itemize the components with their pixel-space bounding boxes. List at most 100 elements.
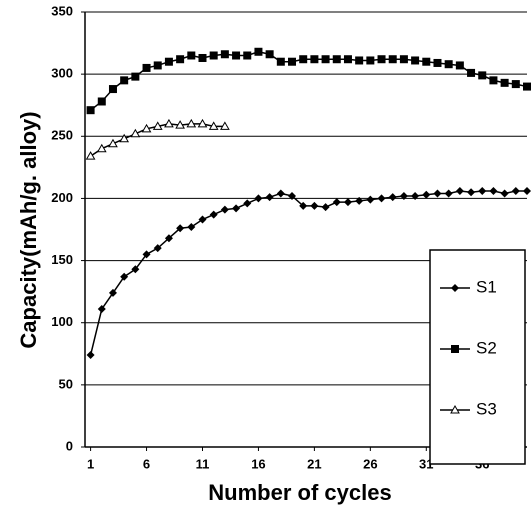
legend-marker (451, 345, 459, 353)
marker (141, 123, 152, 133)
marker (142, 63, 151, 72)
marker (153, 61, 162, 70)
legend-marker (451, 284, 459, 292)
marker (321, 55, 330, 64)
legend-box (429, 249, 526, 465)
marker (175, 120, 185, 129)
marker (276, 57, 285, 66)
marker (254, 47, 263, 56)
marker (108, 138, 118, 148)
y-axis-label: Capacity(mAh/g. alloy) (16, 111, 41, 348)
y-tick-label: 0 (66, 438, 73, 453)
marker (433, 189, 442, 198)
marker (523, 82, 531, 91)
y-tick-label: 300 (51, 66, 73, 81)
marker (500, 78, 509, 87)
marker (455, 186, 464, 195)
marker (142, 250, 151, 259)
marker (220, 205, 229, 214)
marker (254, 194, 263, 203)
legend-label: S2 (476, 338, 497, 357)
marker (243, 199, 252, 208)
marker (186, 118, 197, 128)
marker (478, 71, 487, 80)
marker (187, 51, 196, 60)
marker (120, 272, 129, 281)
marker (310, 201, 319, 210)
marker (332, 55, 341, 64)
marker (399, 191, 408, 200)
marker (187, 223, 196, 232)
marker (276, 189, 285, 198)
marker (220, 121, 230, 130)
marker (288, 191, 297, 200)
marker (85, 151, 96, 160)
marker (152, 121, 163, 130)
marker (108, 85, 117, 94)
marker (97, 97, 106, 106)
marker (411, 191, 420, 200)
marker (433, 58, 442, 67)
marker (310, 55, 319, 64)
marker (96, 143, 107, 153)
marker (86, 351, 95, 360)
marker (511, 186, 520, 195)
marker (489, 186, 498, 195)
marker (265, 50, 274, 59)
marker (86, 106, 95, 115)
x-tick-label: 6 (143, 456, 150, 471)
legend-label: S1 (476, 277, 497, 296)
x-tick-label: 26 (363, 456, 377, 471)
marker (288, 57, 297, 66)
marker (209, 210, 218, 219)
marker (388, 55, 397, 64)
marker (131, 72, 140, 81)
x-tick-label: 1 (87, 456, 94, 471)
marker (243, 51, 252, 60)
marker (119, 133, 130, 143)
marker (467, 68, 476, 77)
y-tick-label: 150 (51, 252, 73, 267)
y-tick-label: 200 (51, 190, 73, 205)
marker (97, 305, 106, 314)
marker (377, 194, 386, 203)
x-tick-label: 11 (196, 456, 210, 471)
y-tick-label: 50 (59, 376, 73, 391)
marker (209, 51, 218, 60)
marker (232, 204, 241, 213)
marker (388, 193, 397, 202)
marker (198, 53, 207, 62)
marker (164, 234, 173, 243)
marker (366, 195, 375, 204)
marker (197, 118, 208, 128)
marker (422, 57, 431, 66)
marker (265, 193, 274, 202)
marker (232, 51, 241, 60)
legend-label: S3 (476, 399, 497, 418)
y-tick-label: 100 (51, 314, 73, 329)
marker (444, 60, 453, 69)
marker (500, 189, 509, 198)
y-tick-label: 350 (51, 3, 73, 18)
marker (511, 80, 520, 89)
x-tick-label: 16 (251, 456, 265, 471)
marker (220, 50, 229, 59)
marker (208, 121, 219, 130)
marker (153, 244, 162, 253)
marker (176, 55, 185, 64)
marker (366, 56, 375, 65)
marker (422, 190, 431, 199)
x-tick-label: 21 (307, 456, 321, 471)
marker (108, 288, 117, 297)
marker (377, 55, 386, 64)
marker (411, 56, 420, 65)
x-axis-label: Number of cycles (208, 480, 391, 505)
marker (444, 189, 453, 198)
marker (343, 198, 352, 207)
marker (355, 196, 364, 205)
marker (176, 224, 185, 233)
marker (299, 55, 308, 64)
marker (523, 186, 531, 195)
marker (399, 55, 408, 64)
